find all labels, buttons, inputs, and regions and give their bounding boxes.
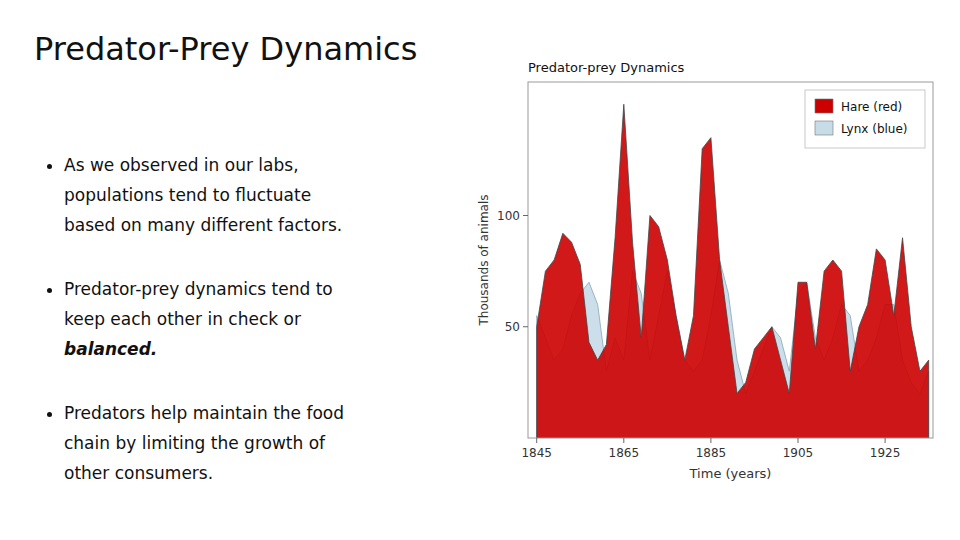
x-tick-label: 1905 (783, 446, 814, 460)
y-axis-label: Thousands of animals (477, 194, 491, 326)
bullet-line: populations tend to fluctuate (64, 180, 484, 210)
bullet-line: Predators help maintain the food (64, 398, 484, 428)
text-panel: Predator-Prey Dynamics As we observed in… (0, 0, 470, 540)
bullet: Predators help maintain the foodchain by… (64, 398, 484, 488)
legend-entry: Lynx (blue) (841, 122, 908, 136)
plot-marks (537, 104, 929, 438)
bullet-line: based on many different factors. (64, 210, 484, 240)
page-title: Predator-Prey Dynamics (34, 30, 417, 68)
bullet-line: Predator-prey dynamics tend to (64, 274, 484, 304)
y-tick (523, 215, 528, 216)
y-tick-label: 50 (505, 320, 520, 334)
legend: Hare (red) Lynx (blue) (805, 90, 925, 148)
bullet: Predator-prey dynamics tend tokeep each … (64, 274, 484, 364)
chart: 1845 1865 1885 1905 1925 50 100 Time (years) Tho… (470, 50, 945, 490)
x-tick (798, 438, 799, 443)
x-tick (623, 438, 624, 443)
legend-swatch (815, 99, 833, 113)
bullet-line: keep each other in check or (64, 304, 484, 334)
x-tick-label: 1925 (870, 446, 901, 460)
chart-title: Predator-prey Dynamics (528, 60, 685, 75)
bullet-line: chain by limiting the growth of (64, 428, 484, 458)
y-tick (523, 326, 528, 327)
legend-frame (805, 90, 925, 148)
legend-swatch (815, 121, 833, 135)
area (537, 104, 929, 438)
bullet-line: other consumers. (64, 458, 484, 488)
x-axis-label: Time (years) (689, 466, 772, 481)
bullet-line: balanced. (64, 334, 484, 364)
x-tick-label: 1885 (696, 446, 727, 460)
x-tick (536, 438, 537, 443)
bullet-line: As we observed in our labs, (64, 150, 484, 180)
plot-frame (528, 82, 933, 438)
y-tick-label: 100 (497, 209, 520, 223)
x-tick (710, 438, 711, 443)
x-tick (885, 438, 886, 443)
legend-entry: Hare (red) (841, 100, 902, 114)
bullet-list: As we observed in our labs,populations t… (44, 150, 484, 522)
x-tick-label: 1865 (609, 446, 640, 460)
bullet: As we observed in our labs,populations t… (64, 150, 484, 240)
x-tick-label: 1845 (521, 446, 552, 460)
plot-background (528, 82, 933, 438)
